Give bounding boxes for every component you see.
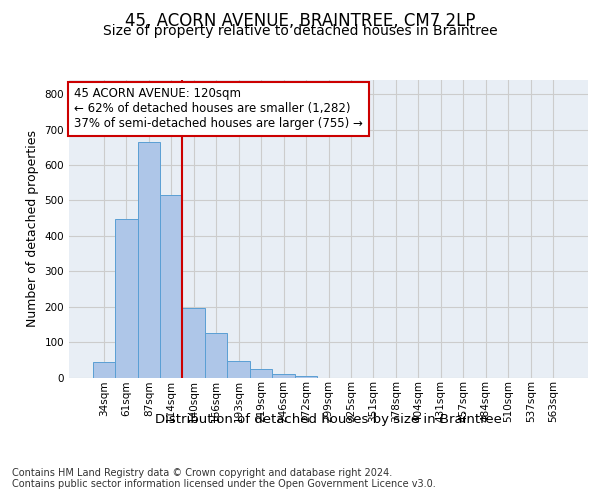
Text: Contains HM Land Registry data © Crown copyright and database right 2024.
Contai: Contains HM Land Registry data © Crown c… (12, 468, 436, 489)
Bar (160, 195, 182, 378)
Bar (137, 142, 160, 378)
Text: Distribution of detached houses by size in Braintree: Distribution of detached houses by size … (155, 412, 502, 426)
Text: 45, ACORN AVENUE, BRAINTREE, CM7 2LP: 45, ACORN AVENUE, BRAINTREE, CM7 2LP (125, 12, 475, 30)
Bar (250, 369, 272, 378)
Text: 45 ACORN AVENUE: 120sqm
← 62% of detached houses are smaller (1,282)
37% of semi: 45 ACORN AVENUE: 120sqm ← 62% of detache… (74, 88, 363, 130)
Text: Size of property relative to detached houses in Braintree: Size of property relative to detached ho… (103, 24, 497, 38)
Bar (92, 362, 115, 378)
Bar (182, 308, 205, 378)
Bar (295, 376, 317, 378)
Bar (272, 374, 295, 378)
Bar (115, 219, 137, 378)
Bar (205, 333, 227, 378)
Y-axis label: Number of detached properties: Number of detached properties (26, 130, 39, 327)
Bar (227, 361, 250, 378)
